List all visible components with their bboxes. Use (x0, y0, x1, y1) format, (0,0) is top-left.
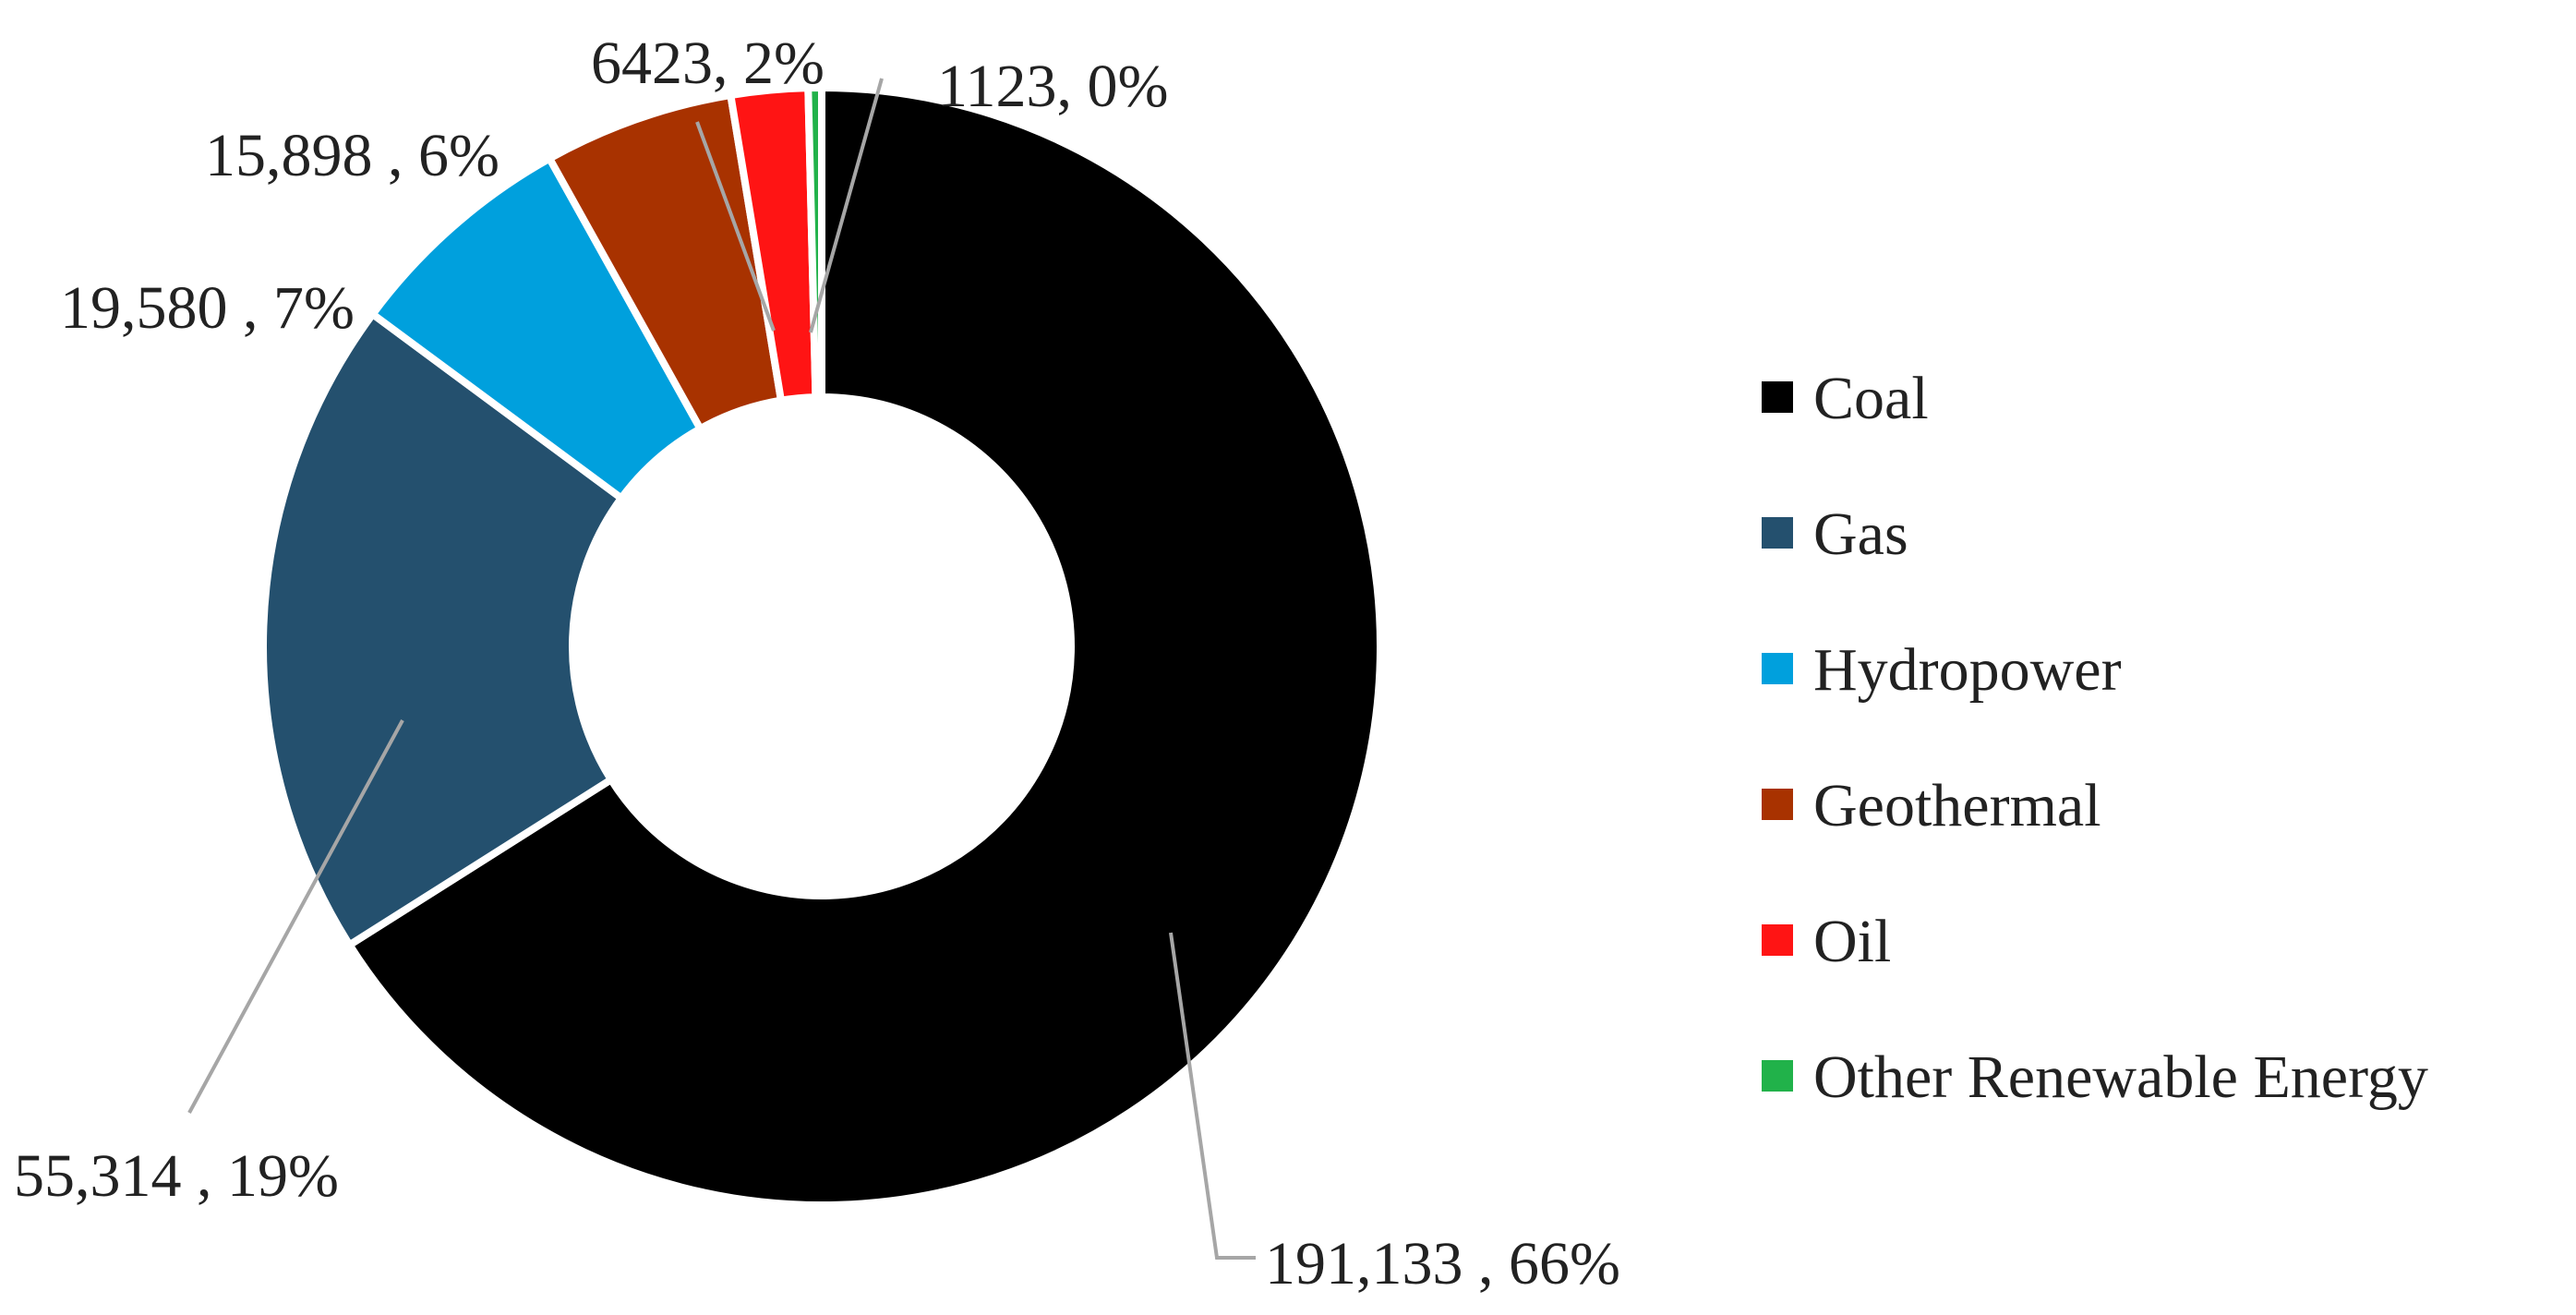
legend-label-hydropower: Hydropower (1813, 636, 2122, 704)
slices-group (259, 84, 1384, 1209)
data-label-other-renewable-energy: 1123, 0% (937, 53, 1169, 120)
legend-label-oil: Oil (1813, 908, 1891, 975)
legend-item-gas: Gas (1762, 501, 1908, 568)
data-label-gas: 55,314 , 19% (14, 1142, 339, 1210)
legend-swatch-gas (1762, 517, 1793, 549)
legend: Coal Gas Hydropower Geothermal Oil Other Rene… (1762, 365, 2428, 1111)
legend-item-coal: Coal (1762, 365, 1929, 432)
legend-swatch-oil (1762, 924, 1793, 956)
leader-lines-group (187, 78, 1256, 1260)
legend-label-gas: Gas (1813, 501, 1908, 568)
legend-swatch-geothermal (1762, 789, 1793, 820)
legend-swatch-other-renewable-energy (1762, 1060, 1793, 1092)
legend-item-oil: Oil (1762, 908, 1891, 975)
leader-line-oil (695, 121, 776, 332)
legend-item-hydropower: Hydropower (1762, 636, 2122, 704)
leader-line-coal (1169, 932, 1256, 1260)
slice-gas (259, 310, 625, 949)
legend-label-geothermal: Geothermal (1813, 772, 2101, 839)
legend-label-other-renewable-energy: Other Renewable Energy (1813, 1044, 2428, 1111)
legend-swatch-hydropower (1762, 653, 1793, 684)
data-label-hydropower: 19,580 , 7% (60, 274, 355, 342)
data-label-coal: 191,133 , 66% (1265, 1230, 1620, 1297)
legend-label-coal: Coal (1813, 365, 1929, 432)
leader-line-other-renewable-energy (809, 78, 884, 333)
slice-other-renewable-energy (804, 84, 825, 402)
legend-swatch-coal (1762, 381, 1793, 413)
data-labels-group: 191,133 , 66% 55,314 , 19% 19,580 , 7% 15,8… (14, 30, 1620, 1297)
data-label-oil: 6423, 2% (591, 30, 825, 97)
leader-line-gas (187, 719, 404, 1114)
slice-coal (345, 84, 1384, 1209)
legend-item-geothermal: Geothermal (1762, 772, 2101, 839)
data-label-geothermal: 15,898 , 6% (205, 122, 500, 189)
legend-item-other-renewable-energy: Other Renewable Energy (1762, 1044, 2428, 1111)
